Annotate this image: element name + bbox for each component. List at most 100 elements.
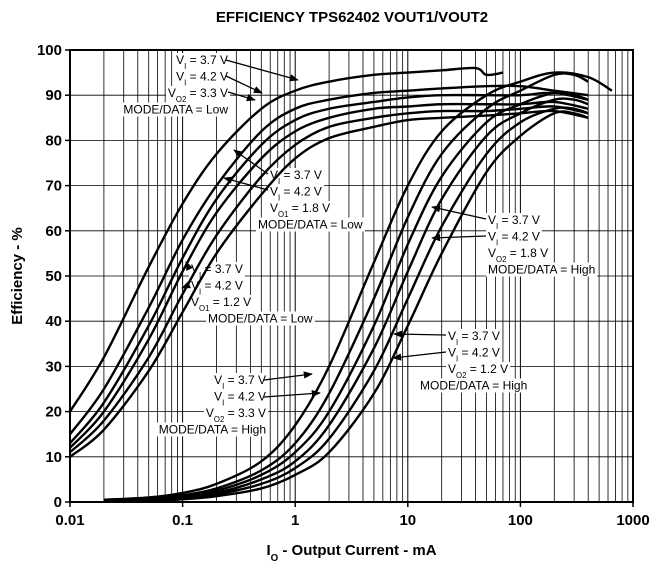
text-part: V (448, 362, 456, 376)
series-line (69, 109, 589, 458)
text-part: V (191, 295, 199, 309)
series-line (103, 110, 589, 503)
text-part: V (206, 406, 214, 420)
subscript: I (222, 398, 224, 407)
annotation-bg (256, 217, 365, 232)
chart-title: EFFICIENCY TPS62402 VOUT1/VOUT2 (216, 9, 488, 26)
y-tick-label: 10 (45, 449, 62, 466)
text-part: MODE/DATA = Low (123, 103, 228, 117)
text-part: MODE/DATA = Low (208, 312, 313, 326)
x-tick-label: 10 (399, 512, 416, 529)
text-part: = 4.2 V (186, 70, 228, 84)
y-axis-label: Efficiency - % (9, 227, 26, 325)
annotation-text: MODE/DATA = High (420, 379, 527, 393)
y-tick-label: 90 (45, 87, 62, 104)
text-part: V (270, 168, 278, 182)
annotation-text: MODE/DATA = Low (123, 103, 228, 117)
series-line (103, 71, 613, 501)
text-part: = 3.3 V (186, 86, 228, 100)
y-tick-label: 50 (45, 268, 62, 285)
text-part: V (214, 390, 222, 404)
text-part: V (488, 213, 496, 227)
subscript: O (271, 553, 279, 564)
annotation-arrow (263, 371, 313, 381)
y-tick-label: 70 (45, 178, 62, 195)
annotation-text: VI = 4.2 V (488, 230, 540, 248)
text-part: = 3.7 V (201, 262, 243, 276)
series-line (68, 66, 504, 413)
annotation-arrow (225, 75, 263, 94)
annotation-bg (206, 311, 315, 326)
annotation-bg (189, 278, 245, 296)
annotation-bg (174, 53, 230, 71)
y-tick-label: 20 (45, 404, 62, 421)
annotation-bg (174, 69, 230, 87)
text-part: V (191, 279, 199, 293)
annotation-bg (212, 373, 268, 391)
text-part: - Output Current - mA (278, 542, 436, 559)
subscript: I (278, 177, 280, 186)
subscript: I (278, 193, 280, 202)
y-tick-label: 80 (45, 132, 62, 149)
annotation-text: VI = 3.7 V (270, 168, 322, 186)
annotation-bg (203, 406, 268, 424)
text-part: V (448, 346, 456, 360)
annotation-bg (189, 295, 254, 313)
annotation-text: VI = 3.7 V (214, 373, 266, 391)
subscript: I (222, 382, 224, 391)
x-tick-label: 100 (508, 512, 533, 529)
subscript: I (199, 271, 201, 280)
annotation-bg (446, 329, 502, 347)
annotation-text: VI = 3.7 V (488, 213, 540, 231)
annotation-arrow (225, 59, 299, 82)
annotation-text: VO2 = 3.3 V (206, 406, 266, 424)
series-line (103, 72, 589, 502)
x-tick-label: 1000 (616, 512, 649, 529)
text-part: I (266, 542, 270, 559)
x-tick-label: 0.1 (172, 512, 193, 529)
text-part: MODE/DATA = High (488, 263, 595, 277)
subscript: I (496, 238, 498, 247)
series-line (69, 100, 589, 449)
subscript: O2 (176, 95, 186, 104)
text-part: V (168, 86, 176, 100)
annotation-text: MODE/DATA = Low (258, 218, 363, 232)
subscript: O1 (199, 304, 209, 313)
text-part: V (488, 246, 496, 260)
text-part: MODE/DATA = High (159, 423, 266, 437)
plot-frame (69, 49, 634, 503)
annotation-text: MODE/DATA = High (159, 423, 266, 437)
text-part: = 3.7 V (224, 373, 266, 387)
text-part: V (488, 230, 496, 244)
text-part: = 3.7 V (458, 329, 500, 343)
annotation-arrow (393, 330, 447, 338)
subscript: O1 (278, 210, 288, 219)
annotation-text: VO2 = 1.2 V (448, 362, 508, 380)
annotation-text: VO1 = 1.8 V (270, 201, 330, 219)
annotation-text: VO1 = 1.2 V (191, 295, 251, 313)
annotation-arrow (263, 389, 321, 398)
text-part: V (214, 373, 222, 387)
y-tick-label: 100 (37, 42, 62, 59)
text-part: = 1.8 V (506, 246, 548, 260)
annotation-bg (486, 229, 542, 247)
annotation-text: VI = 4.2 V (448, 346, 500, 364)
annotation-bg (486, 246, 551, 264)
annotation-arrow (431, 205, 487, 220)
subscript: I (496, 222, 498, 231)
annotation-bg (268, 184, 324, 202)
text-part: MODE/DATA = Low (258, 218, 363, 232)
text-part: = 3.7 V (280, 168, 322, 182)
text-part: = 4.2 V (224, 390, 266, 404)
annotation-text: VI = 4.2 V (214, 390, 266, 408)
annotation-bg (486, 262, 598, 277)
annotation-bg (212, 389, 268, 407)
x-tick-label: 0.01 (55, 512, 84, 529)
text-part: MODE/DATA = High (420, 379, 527, 393)
annotation-bg (446, 345, 502, 363)
